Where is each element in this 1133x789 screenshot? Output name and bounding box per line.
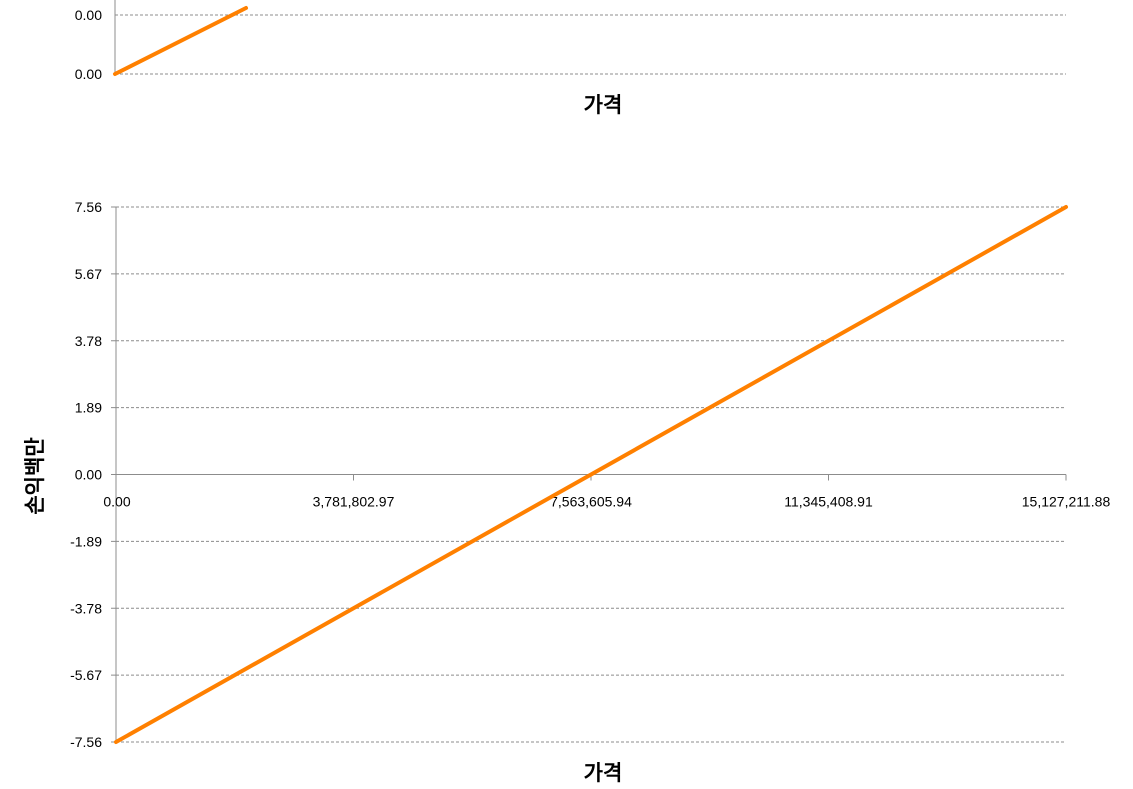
main-chart-x-axis-title: 가격 [584, 761, 623, 785]
main-chart-y-tick-label: 5.67 [75, 266, 102, 282]
main-chart-y-tick-label: -7.56 [70, 734, 102, 750]
main-chart-series-line [114, 205, 1068, 744]
main-chart-y-tick-label: 3.78 [75, 333, 102, 349]
top-chart-series-line [113, 6, 248, 76]
main-chart-y-axis-title: 손익백만 [23, 437, 47, 514]
main-chart-y-tick-label: -3.78 [70, 600, 102, 616]
top-chart-y-tick-label: 0.00 [75, 7, 102, 23]
main-chart-y-tick-label: -5.67 [70, 667, 102, 683]
top-chart-x-axis-title: 가격 [584, 93, 623, 117]
main-chart-x-tick-label: 3,781,802.97 [313, 494, 395, 510]
top-chart: 0.00 0.00 가격 [75, 0, 1066, 117]
main-chart-x-tick-label: 7,563,605.94 [550, 494, 632, 510]
main-chart-y-tick-label: -1.89 [70, 533, 102, 549]
main-chart-y-tick-label: 7.56 [75, 199, 102, 215]
main-chart-y-tick-label: 1.89 [75, 400, 102, 416]
main-chart-x-tick-label: 15,127,211.88 [1022, 494, 1111, 510]
main-chart: 7.56 5.67 3.78 1.89 0.00 -1.89 -3.78 -5.67 -7.56… [23, 199, 1110, 785]
main-chart-x-tick-label: 0.00 [103, 494, 130, 510]
main-chart-x-tick-label: 11,345,408.91 [784, 494, 873, 510]
top-chart-y-tick-label: 0.00 [75, 66, 102, 82]
main-chart-y-tick-label: 0.00 [75, 467, 102, 483]
